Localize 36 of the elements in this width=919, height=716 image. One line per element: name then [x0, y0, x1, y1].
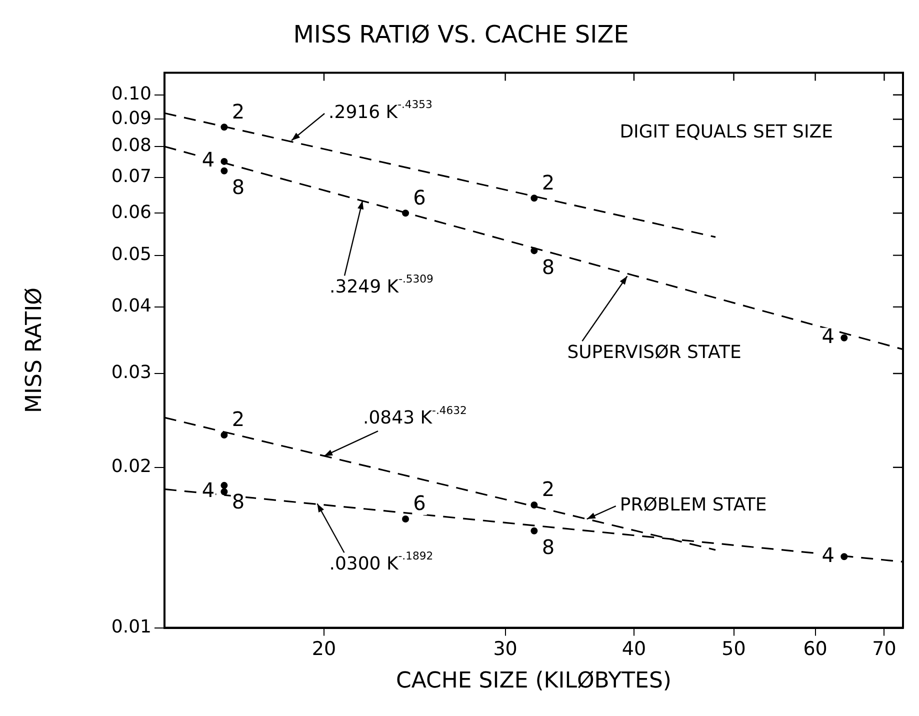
text: 4: [822, 542, 835, 567]
y-tick-label: 0.03: [111, 362, 152, 384]
annotation: PRØBLEM STATE: [620, 494, 767, 516]
y-tick-label: 0.08: [111, 135, 152, 156]
text: 4: [202, 478, 215, 502]
y-tick-label: 0.10: [111, 84, 152, 105]
text: 4: [822, 324, 835, 348]
x-tick-label: 30: [493, 638, 518, 660]
text: 2: [542, 170, 555, 194]
x-tick-label: 20: [312, 638, 336, 660]
y-axis-title: MISS RATIØ: [22, 288, 47, 413]
y-tick-label: 0.04: [111, 296, 152, 317]
x-axis-title: CACHE SIZE (KILØBYTES): [396, 668, 672, 694]
y-tick-label: 0.01: [111, 616, 152, 638]
y-tick-label: 0.09: [111, 108, 152, 129]
text: 2: [232, 99, 245, 124]
series-label: 8: [232, 175, 245, 200]
x-tick-label: 50: [722, 638, 746, 660]
y-tick-label: 0.02: [111, 456, 152, 478]
x-tick-label: 40: [622, 638, 646, 660]
y-tick-label: 0.05: [111, 244, 152, 265]
text: 8: [542, 535, 555, 560]
y-tick-label: 0.06: [111, 202, 152, 223]
chart-title: MISS RATIØ VS. CACHE SIZE: [293, 20, 629, 49]
x-tick-label: 70: [872, 638, 896, 660]
text: 2: [542, 477, 555, 502]
text: 8: [232, 490, 245, 514]
x-tick-label: 60: [803, 638, 828, 660]
y-tick-label: 0.07: [111, 166, 152, 188]
annotation: SUPERVISØR STATE: [567, 342, 742, 363]
text: 8: [542, 254, 555, 279]
series-label: 2: [232, 407, 245, 432]
series-label: 6: [413, 491, 426, 516]
text: 6: [413, 185, 426, 210]
annotation: DIGIT EQUALS SET SIZE: [620, 121, 833, 142]
series-label: 4: [202, 148, 215, 172]
